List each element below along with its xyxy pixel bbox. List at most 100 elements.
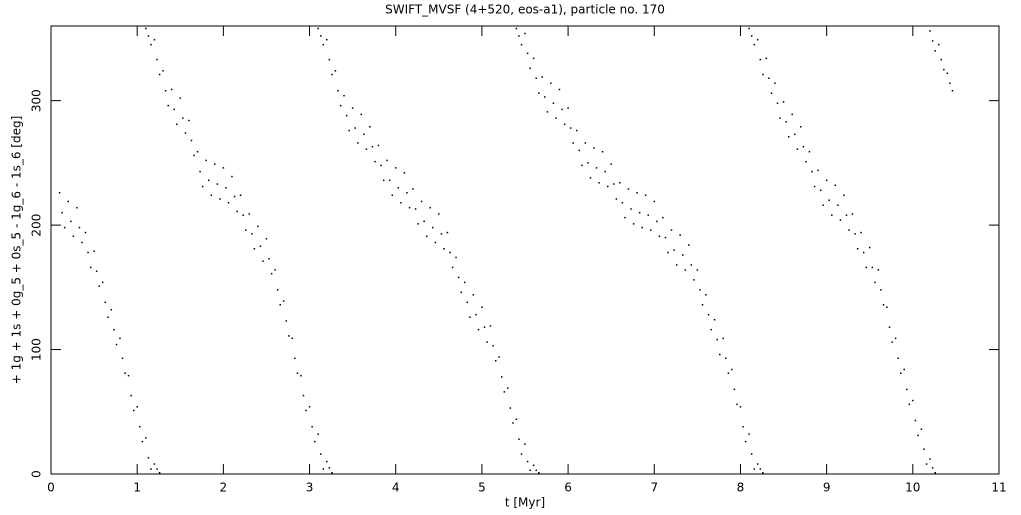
point [937,43,940,46]
point [888,326,891,328]
point [337,89,339,92]
point [716,338,718,341]
point [817,169,819,172]
point [158,73,161,76]
point [162,70,164,72]
point [750,453,753,455]
point [176,123,178,126]
point [279,304,281,306]
point [621,201,624,204]
point [874,281,876,284]
point [710,328,712,331]
point [837,204,839,206]
point [848,229,850,231]
point [84,231,87,234]
point [403,172,406,174]
point [408,206,411,209]
point [914,419,917,422]
point [76,206,78,209]
point [664,236,667,239]
point [498,356,500,358]
x-tick-label: 11 [991,481,1006,495]
point [460,291,462,294]
point [802,145,805,148]
x-tick-label: 10 [905,481,920,495]
point [529,469,531,472]
point [89,266,92,269]
point [225,187,227,189]
point [182,117,184,119]
point [294,357,296,360]
point [923,448,925,450]
point [877,269,880,271]
point [569,127,572,129]
point [222,167,225,169]
point [515,418,518,420]
point [860,231,862,234]
point [319,35,322,37]
point [891,341,893,343]
point [242,214,244,216]
point [624,216,626,219]
point [317,433,319,435]
point [397,187,400,189]
point [524,32,526,35]
point [912,399,914,402]
point [865,266,868,269]
point [455,256,457,259]
point [481,306,483,308]
point [808,150,811,153]
point [184,132,187,134]
point [627,188,630,190]
point [731,368,733,371]
point [268,257,270,260]
point [756,463,759,465]
point [630,208,632,210]
point [369,126,371,128]
point [257,225,259,228]
point [139,425,141,428]
point [158,472,161,474]
point [150,468,152,470]
point [722,337,724,340]
point [526,52,529,55]
point [567,107,569,109]
point [107,316,109,318]
point [693,279,695,281]
y-axis-label: + 1g + 1s + 0g_5 + 0s_5 - 1g_6 - 1s_6 [d… [10,116,24,385]
point [707,313,710,316]
point [190,139,193,142]
point [951,89,954,92]
point [762,73,764,76]
point [477,328,480,331]
point [156,468,158,470]
point [791,113,793,116]
point [233,195,236,198]
point [414,208,417,210]
point [825,179,828,182]
point [483,326,486,328]
point [644,194,647,196]
point [420,200,423,203]
point [248,213,250,215]
point [529,67,531,70]
point [552,102,555,104]
point [765,57,768,60]
point [141,440,144,443]
point [339,104,342,107]
point [929,30,931,32]
point [93,250,95,252]
point [593,147,595,149]
point [762,472,764,474]
point [670,229,673,231]
point [438,213,440,215]
point [227,201,230,204]
point [647,214,649,216]
point [285,320,288,322]
point [326,38,328,41]
point [145,437,147,439]
point [696,269,699,271]
point [934,472,936,474]
point [440,233,443,235]
point [472,294,475,296]
